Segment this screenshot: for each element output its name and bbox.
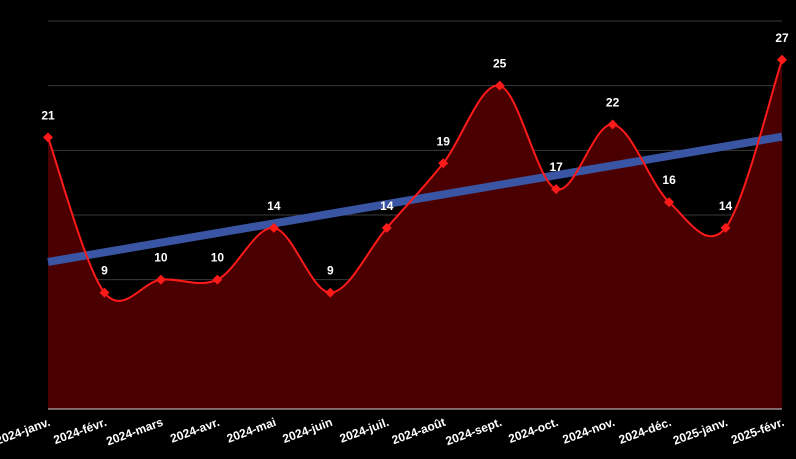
data-point-marker <box>664 197 675 208</box>
x-tick-label: 2024-oct. <box>507 415 561 446</box>
data-label: 9 <box>101 264 108 278</box>
data-point-marker <box>212 274 223 285</box>
data-point-marker <box>777 54 787 65</box>
x-tick-label: 2025-févr. <box>729 415 786 447</box>
data-point-marker <box>155 274 166 285</box>
data-point-marker <box>551 184 562 195</box>
x-tick-label: 2024-mars <box>104 415 165 449</box>
trendline <box>47 132 783 266</box>
x-tick-label: 2024-févr. <box>52 415 109 447</box>
data-label: 10 <box>211 251 225 265</box>
data-labels-layer: 21 9 10 10 14 9 14 19 25 17 22 16 14 27 <box>41 31 789 278</box>
data-point-marker <box>438 158 449 169</box>
data-label: 9 <box>327 264 334 278</box>
data-point-marker <box>325 287 336 298</box>
data-point-marker <box>99 287 110 298</box>
data-label: 14 <box>267 199 281 213</box>
x-tick-label: 2024-avr. <box>168 415 221 446</box>
x-tick-label: 2025-janv. <box>671 415 729 448</box>
x-axis: 2024-janv. 2024-févr.2024-mars 2024-avr. 20… <box>0 408 786 449</box>
data-label: 14 <box>719 199 733 213</box>
data-point-marker <box>607 119 618 130</box>
data-label: 17 <box>549 160 563 174</box>
x-tick-label: 2024-juil. <box>338 415 391 446</box>
x-tick-label: 2024-déc. <box>617 415 673 447</box>
data-label: 14 <box>380 199 394 213</box>
data-point-marker <box>43 132 53 143</box>
x-tick-label: 2024-janv. <box>0 415 52 448</box>
data-point-marker <box>268 222 279 233</box>
data-label: 22 <box>606 95 620 109</box>
area-layer <box>48 59 782 410</box>
x-tick-label: 2024-sept. <box>444 415 504 448</box>
data-label: 25 <box>493 57 507 71</box>
x-tick-label: 2024-juin <box>281 415 335 446</box>
x-tick-label: 2024-mai <box>225 415 278 446</box>
data-label: 19 <box>437 134 451 148</box>
data-point-marker <box>494 80 505 91</box>
data-label: 10 <box>154 251 168 265</box>
x-tick-label: 2024-août <box>390 415 447 447</box>
data-label: 27 <box>775 31 789 45</box>
trendline-layer <box>47 132 783 266</box>
x-tick-label: 2024-nov. <box>561 415 617 447</box>
series-area <box>48 59 782 410</box>
data-label: 16 <box>662 173 676 187</box>
data-label: 21 <box>41 108 55 122</box>
data-point-marker <box>720 222 731 233</box>
markers-layer <box>43 54 787 298</box>
data-point-marker <box>381 222 392 233</box>
